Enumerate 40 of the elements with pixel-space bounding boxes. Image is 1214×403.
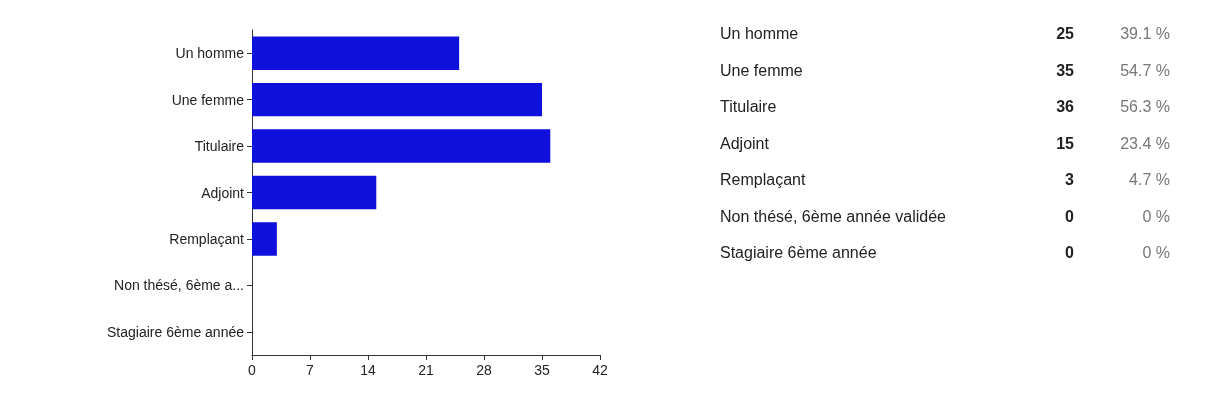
- text: Titulaire: [720, 98, 778, 117]
- text: Un homme: [720, 25, 800, 44]
- x-tick-label: 7: [306, 362, 315, 378]
- y-tick-label: Remplaçant: [169, 230, 245, 247]
- x-tick-label: 0: [248, 362, 257, 378]
- y-tick-label: Non thésé, 6ème a...: [114, 277, 244, 294]
- bar: [252, 129, 551, 163]
- text: 4.7 %: [1128, 171, 1170, 190]
- text: Non thésé, 6ème année validée: [720, 207, 947, 226]
- y-tick-label: Une femme: [171, 91, 245, 108]
- text: 15: [1055, 134, 1074, 153]
- text: 54.7 %: [1119, 61, 1170, 80]
- bar: [252, 36, 460, 70]
- y-tick-label: Adjoint: [201, 184, 245, 201]
- x-tick-label: 14: [360, 362, 376, 378]
- x-tick-label: 35: [534, 362, 550, 378]
- text: Remplaçant: [720, 171, 807, 190]
- text: 0 %: [1141, 244, 1170, 263]
- text: 3: [1064, 171, 1074, 190]
- x-tick-label: 28: [476, 362, 492, 378]
- bar: [252, 222, 277, 256]
- x-tick-label: 42: [592, 362, 608, 378]
- text: Une femme: [720, 61, 804, 80]
- text: Adjoint: [720, 134, 770, 153]
- text: 25: [1055, 25, 1074, 44]
- text: 0: [1064, 244, 1074, 263]
- text: 56.3 %: [1119, 98, 1170, 117]
- text: Stagiaire 6ème année: [720, 244, 878, 263]
- y-tick-label: Stagiaire 6ème année: [107, 323, 245, 340]
- text: 23.4 %: [1119, 134, 1170, 153]
- y-tick-label: Titulaire: [194, 138, 245, 155]
- x-tick-label: 21: [418, 362, 434, 378]
- bar: [252, 175, 377, 210]
- text: 36: [1055, 98, 1074, 117]
- text: 0: [1064, 207, 1074, 226]
- text: 35: [1055, 61, 1074, 80]
- text: 0 %: [1141, 207, 1170, 226]
- y-tick-label: Un homme: [175, 45, 245, 62]
- text: 39.1 %: [1119, 25, 1170, 44]
- bar: [252, 82, 542, 117]
